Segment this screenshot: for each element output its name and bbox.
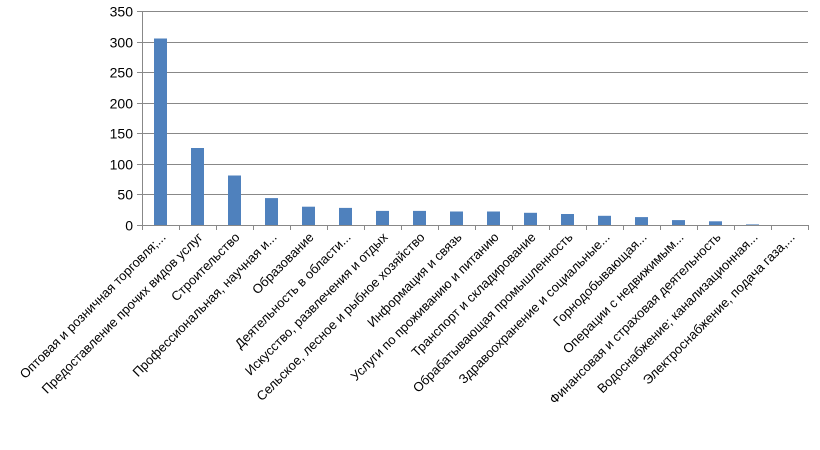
bar [561, 214, 574, 225]
bar [228, 175, 241, 225]
y-tick-label: 150 [110, 126, 134, 142]
bar [598, 215, 611, 225]
bar [524, 212, 537, 225]
y-tick-label: 300 [110, 35, 134, 51]
bar [154, 38, 167, 225]
y-tick-label: 250 [110, 65, 134, 81]
bar [487, 211, 500, 225]
bar [746, 224, 759, 225]
bar [265, 198, 278, 225]
x-category-label: Предоставление прочих видов услуг [39, 229, 206, 396]
bar [376, 210, 389, 225]
y-tick-label: 100 [110, 157, 134, 173]
x-axis-category-labels: Оптовая и розничная торговля;...Предоста… [17, 229, 798, 407]
y-tick-label: 200 [110, 96, 134, 112]
y-tick-label: 350 [110, 4, 134, 20]
bar [635, 217, 648, 225]
bar [672, 220, 685, 225]
gridlines [142, 11, 808, 195]
bar [413, 210, 426, 225]
y-tick-label: 50 [117, 187, 133, 203]
bar [709, 221, 722, 225]
axes [142, 11, 809, 230]
bar [339, 207, 352, 225]
bar [450, 211, 463, 225]
bars [154, 38, 759, 225]
bar [302, 206, 315, 225]
y-tick-label: 0 [125, 218, 133, 234]
y-axis-ticks: 0 50 100 150 200 250 300 350 [110, 4, 142, 234]
bar [191, 148, 204, 225]
